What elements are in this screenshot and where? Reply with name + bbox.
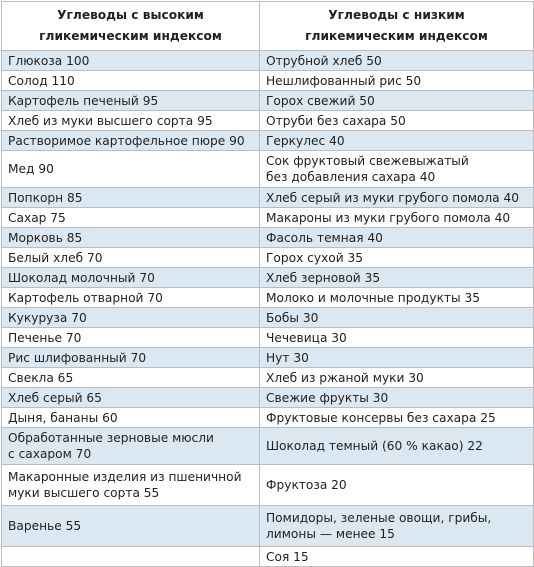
table-row: Макаронные изделия из пшеничной муки выс… (1, 464, 534, 506)
low-gi-cell: Отрубной хлеб 50 (259, 50, 534, 71)
low-gi-cell: Горох свежий 50 (259, 90, 534, 111)
header-high-gi: Углеводы с высоким гликемическим индексо… (1, 1, 260, 51)
high-gi-cell (1, 546, 260, 567)
high-gi-cell: Хлеб из муки высшего сорта 95 (1, 110, 260, 131)
low-gi-cell: Геркулес 40 (259, 130, 534, 151)
table-row: Глюкоза 100 Отрубной хлеб 50 (1, 50, 534, 71)
high-gi-cell: Варенье 55 (1, 505, 260, 547)
high-gi-cell: Сахар 75 (1, 207, 260, 228)
low-gi-cell: Макароны из муки грубого помола 40 (259, 207, 534, 228)
high-gi-cell: Картофель печеный 95 (1, 90, 260, 111)
high-gi-cell: Рис шлифованный 70 (1, 347, 260, 368)
high-gi-cell: Мед 90 (1, 150, 260, 188)
table-row: Морковь 85 Фасоль темная 40 (1, 227, 534, 248)
table-row: Свекла 65 Хлеб из ржаной муки 30 (1, 367, 534, 388)
low-gi-cell: Молоко и молочные продукты 35 (259, 287, 534, 308)
high-gi-cell: Картофель отварной 70 (1, 287, 260, 308)
low-gi-cell: Хлеб зерновой 35 (259, 267, 534, 288)
table-row: Картофель отварной 70 Молоко и молочные … (1, 287, 534, 308)
high-gi-cell: Солод 110 (1, 70, 260, 91)
low-gi-cell: Отруби без сахара 50 (259, 110, 534, 131)
low-gi-cell: Хлеб из ржаной муки 30 (259, 367, 534, 388)
header-low-gi: Углеводы с низким гликемическим индексом (259, 1, 534, 51)
low-gi-cell: Хлеб серый из муки грубого помола 40 (259, 187, 534, 208)
high-gi-cell: Белый хлеб 70 (1, 247, 260, 268)
high-gi-cell: Растворимое картофельное пюре 90 (1, 130, 260, 151)
high-gi-cell: Печенье 70 (1, 327, 260, 348)
low-gi-cell: Шоколад темный (60 % какао) 22 (259, 427, 534, 465)
table-row: Растворимое картофельное пюре 90 Геркуле… (1, 130, 534, 151)
high-gi-cell: Обработанные зерновые мюсли с сахаром 70 (1, 427, 260, 465)
table-row: Рис шлифованный 70 Нут 30 (1, 347, 534, 368)
low-gi-cell: Горох сухой 35 (259, 247, 534, 268)
table-row: Кукуруза 70 Бобы 30 (1, 307, 534, 328)
low-gi-cell: Чечевица 30 (259, 327, 534, 348)
high-gi-cell: Попкорн 85 (1, 187, 260, 208)
table-row: Мед 90 Сок фруктовый свежевыжатый без до… (1, 150, 534, 188)
table-row: Сахар 75 Макароны из муки грубого помола… (1, 207, 534, 228)
low-gi-cell: Бобы 30 (259, 307, 534, 328)
table-row: Попкорн 85 Хлеб серый из муки грубого по… (1, 187, 534, 208)
low-gi-cell: Фруктоза 20 (259, 464, 534, 506)
table-row: Белый хлеб 70 Горох сухой 35 (1, 247, 534, 268)
table-row: Картофель печеный 95 Горох свежий 50 (1, 90, 534, 111)
header-row: Углеводы с высоким гликемическим индексо… (1, 1, 534, 51)
high-gi-cell: Свекла 65 (1, 367, 260, 388)
high-gi-cell: Макаронные изделия из пшеничной муки выс… (1, 464, 260, 506)
table-row: Дыня, бананы 60 Фруктовые консервы без с… (1, 407, 534, 428)
low-gi-cell: Фруктовые консервы без сахара 25 (259, 407, 534, 428)
low-gi-cell: Фасоль темная 40 (259, 227, 534, 248)
high-gi-cell: Глюкоза 100 (1, 50, 260, 71)
high-gi-cell: Шоколад молочный 70 (1, 267, 260, 288)
table-row: Шоколад молочный 70 Хлеб зерновой 35 (1, 267, 534, 288)
low-gi-cell: Сок фруктовый свежевыжатый без добавлени… (259, 150, 534, 188)
high-gi-cell: Хлеб серый 65 (1, 387, 260, 408)
low-gi-cell: Нешлифованный рис 50 (259, 70, 534, 91)
high-gi-cell: Морковь 85 (1, 227, 260, 248)
low-gi-cell: Соя 15 (259, 546, 534, 567)
low-gi-cell: Нут 30 (259, 347, 534, 368)
table-row: Хлеб серый 65 Свежие фрукты 30 (1, 387, 534, 408)
table-row: Солод 110 Нешлифованный рис 50 (1, 70, 534, 91)
high-gi-cell: Дыня, бананы 60 (1, 407, 260, 428)
high-gi-cell: Кукуруза 70 (1, 307, 260, 328)
low-gi-cell: Свежие фрукты 30 (259, 387, 534, 408)
table-row: Варенье 55 Помидоры, зеленые овощи, гриб… (1, 505, 534, 547)
table-row: Хлеб из муки высшего сорта 95 Отруби без… (1, 110, 534, 131)
low-gi-cell: Помидоры, зеленые овощи, грибы, лимоны —… (259, 505, 534, 547)
table-row: Соя 15 (1, 546, 534, 567)
table-row: Обработанные зерновые мюсли с сахаром 70… (1, 427, 534, 465)
table-row: Печенье 70 Чечевица 30 (1, 327, 534, 348)
